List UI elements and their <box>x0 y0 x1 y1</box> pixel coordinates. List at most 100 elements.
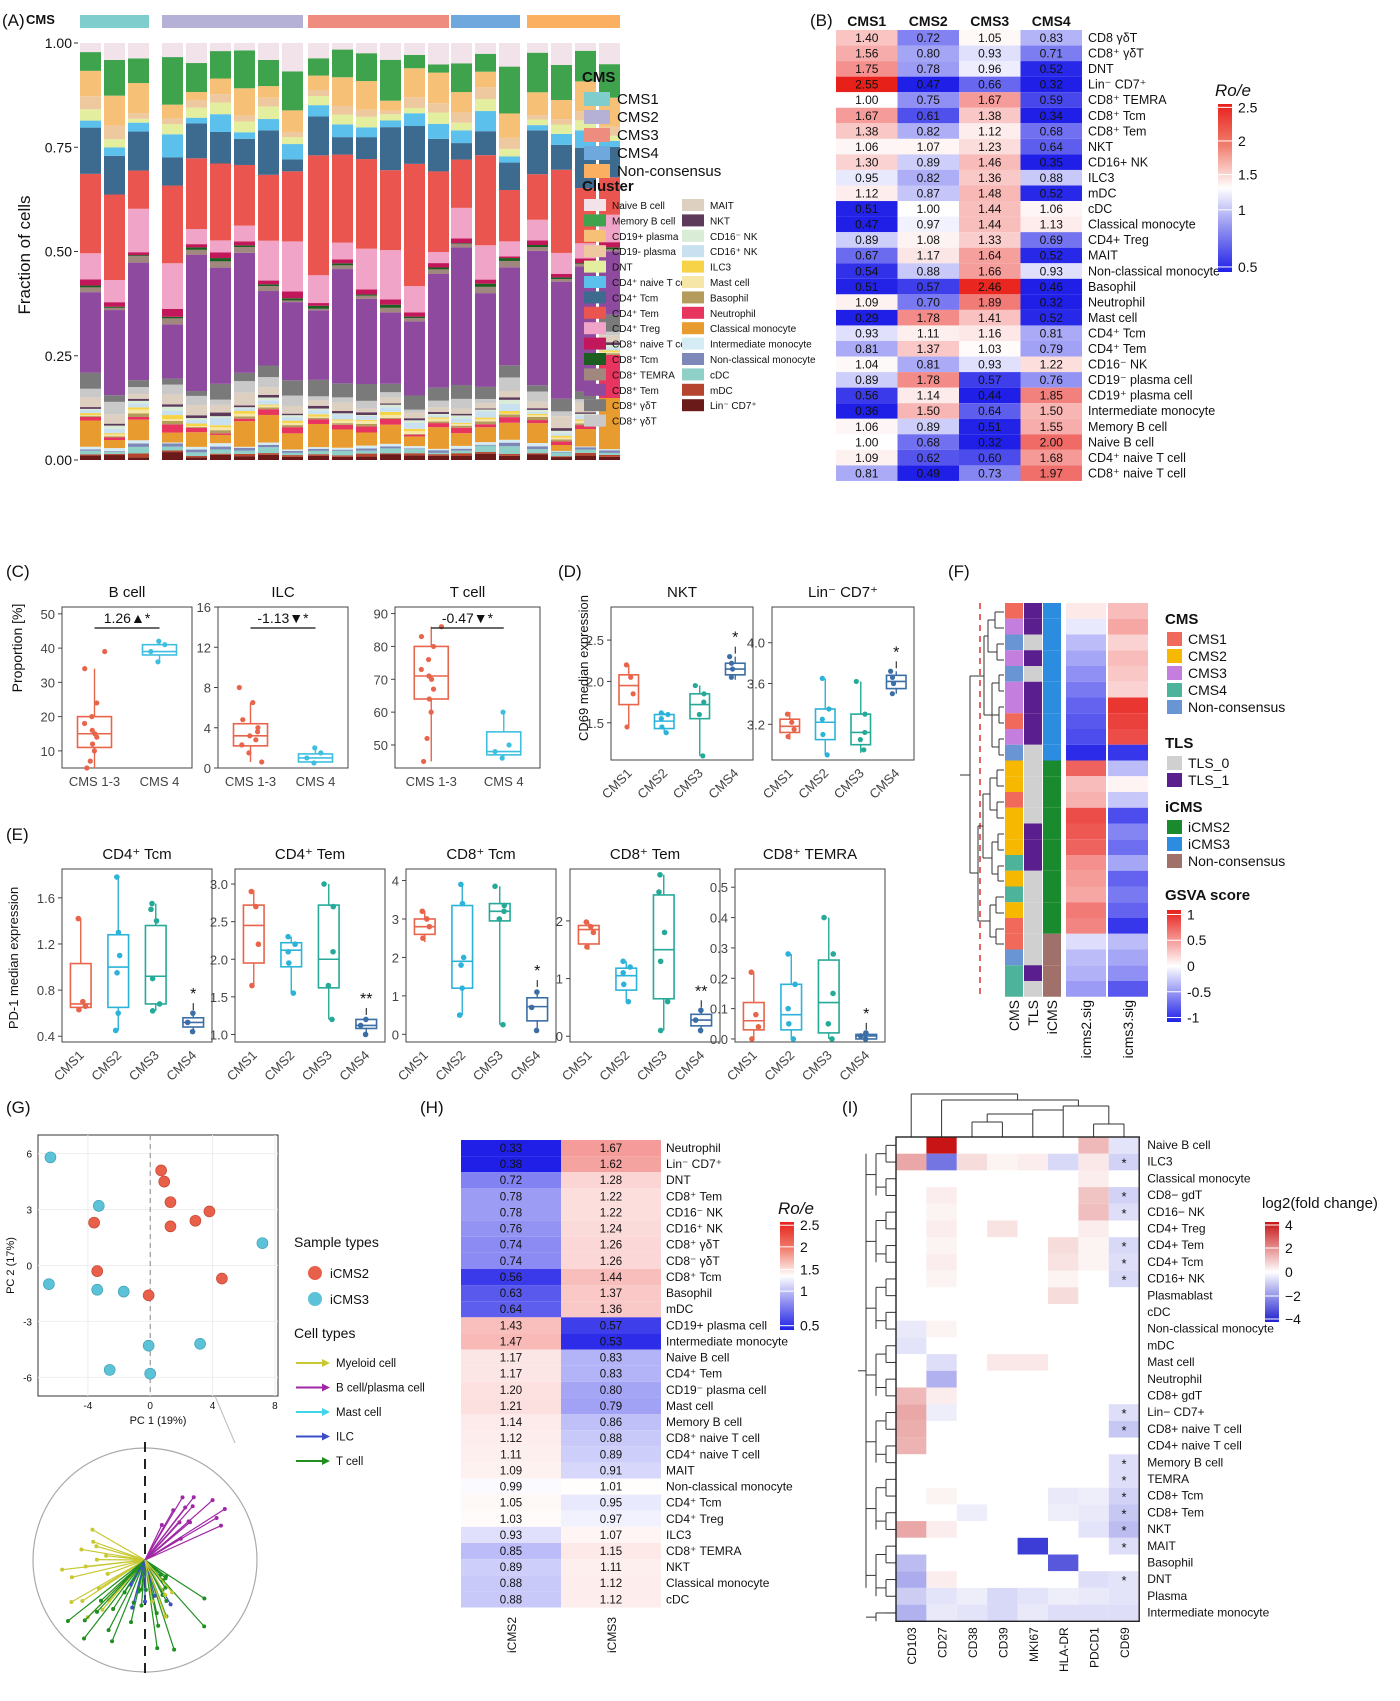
significance-star: * <box>1121 1490 1126 1505</box>
column-label: CMS1 <box>847 13 886 29</box>
bar-segment <box>356 432 377 446</box>
bar-segment <box>308 75 329 90</box>
sample-row <box>1005 729 1148 745</box>
bar-segment <box>234 115 255 122</box>
bar-segment <box>380 443 401 447</box>
legend-swatch <box>1167 649 1182 663</box>
colorbar <box>780 1222 794 1330</box>
plot-frame <box>734 868 886 1043</box>
heatmap-cell <box>987 1354 1018 1371</box>
sample-row <box>1005 681 1148 698</box>
data-point <box>419 908 426 915</box>
bar-segment <box>451 122 472 131</box>
row-label: CD19⁺ plasma cell <box>1088 389 1193 403</box>
bar-segment <box>380 304 401 308</box>
heatmap-cell <box>461 1462 561 1479</box>
bar-segment <box>258 444 279 448</box>
data-point <box>81 720 88 727</box>
bar-segment <box>551 451 572 453</box>
heatmap-cell <box>896 1153 927 1171</box>
heatmap-cell <box>1048 1220 1079 1238</box>
heatmap-cell <box>896 1420 927 1438</box>
y-tick-label: 4.0 <box>747 636 765 651</box>
bar-segment <box>186 107 207 118</box>
heatmap-cell <box>956 1404 988 1421</box>
heatmap-cell <box>956 1320 988 1338</box>
plot-title: T cell <box>450 584 486 601</box>
bar-segment <box>282 144 303 160</box>
legend-swatch <box>682 199 704 211</box>
bar-segment <box>599 247 620 250</box>
row-label: Non-classical monocyte <box>1147 1322 1274 1336</box>
data-point <box>506 742 512 748</box>
bar-segment <box>104 455 125 460</box>
heatmap-cell <box>461 1365 561 1382</box>
heatmap-cell <box>926 1187 957 1204</box>
bar-segment <box>551 437 572 440</box>
heatmap-cell <box>1108 1404 1140 1421</box>
bar-segment <box>356 116 377 128</box>
bar-segment <box>80 70 101 97</box>
heatmap-cell <box>1048 1471 1079 1488</box>
heatmap-value: 1.55 <box>1040 420 1064 434</box>
bar-segment <box>162 318 183 325</box>
heatmap-cell <box>1078 1237 1109 1254</box>
heatmap-value: 1.22 <box>1040 358 1064 372</box>
data-point <box>664 998 671 1005</box>
data-point <box>255 725 261 731</box>
bar-segment <box>499 390 520 398</box>
data-point <box>292 941 298 948</box>
heatmap-cell <box>959 201 1021 217</box>
bar-segment <box>332 455 353 457</box>
row-label: CD8⁺ naive T cell <box>666 1431 760 1445</box>
heatmap-cell <box>956 1521 988 1538</box>
bar-segment <box>356 414 377 416</box>
y-tick-label: 0 <box>204 761 211 776</box>
bar-segment <box>356 53 377 82</box>
heatmap-cell <box>897 45 959 62</box>
bar-segment <box>308 400 329 406</box>
heatmap-cell <box>956 1337 988 1355</box>
heatmap-value: 1.75 <box>855 62 879 76</box>
bar-segment <box>356 456 377 460</box>
bar-segment <box>282 110 303 132</box>
bar-segment <box>128 387 149 395</box>
bar-segment <box>308 414 329 417</box>
row-label: CD8⁺ Tem <box>666 1189 722 1203</box>
bar-segment <box>128 457 149 460</box>
data-point <box>584 944 590 950</box>
legend-item: CMS4 <box>617 145 659 162</box>
data-point <box>249 982 255 989</box>
heatmap-cell <box>897 76 959 93</box>
bar-segment <box>186 452 207 457</box>
data-point <box>115 929 122 936</box>
x-tick-label: CMS3 <box>799 1048 835 1084</box>
bar-segment <box>128 403 149 408</box>
legend-item: cDC <box>710 370 729 381</box>
data-point <box>149 900 155 907</box>
plot-title: NKT <box>667 584 697 601</box>
heatmap-cell <box>1078 1287 1109 1304</box>
heatmap-cell <box>959 341 1021 357</box>
bar-segment <box>282 427 303 434</box>
data-point <box>430 686 437 692</box>
bar-segment <box>308 447 329 449</box>
legend-swatch <box>682 322 704 335</box>
stacked-bar <box>258 43 279 460</box>
sample-row <box>1005 870 1148 887</box>
bar-segment <box>499 446 520 455</box>
legend-item: Neutrophil <box>710 309 756 320</box>
bar-segment <box>104 454 125 456</box>
heatmap-value: 1.28 <box>600 1175 622 1187</box>
colorbar-tick: 1.5 <box>800 1262 820 1278</box>
arrow-icon <box>322 1359 330 1367</box>
boxplot-cms3 <box>689 682 711 759</box>
heatmap-cell <box>461 1559 561 1576</box>
row-label: TEMRA <box>1147 1472 1189 1486</box>
heatmap-cell <box>561 1446 661 1463</box>
heatmap-cell <box>1020 232 1082 248</box>
row-label: Neutrophil <box>1147 1372 1202 1386</box>
scatter-point <box>158 1175 171 1188</box>
bar-segment <box>210 43 231 52</box>
